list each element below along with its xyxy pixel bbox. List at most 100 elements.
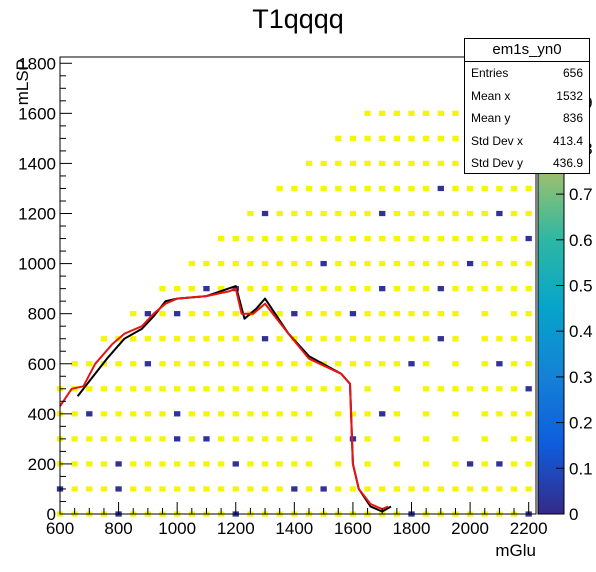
heatmap-cell-low xyxy=(379,210,386,217)
heatmap-cell-high xyxy=(261,436,269,442)
heatmap-cell-high xyxy=(510,361,518,367)
heatmap-cell-high xyxy=(422,486,430,492)
heatmap-cell-high xyxy=(291,260,298,267)
heatmap-cell-high xyxy=(496,286,503,292)
heatmap-cell-high xyxy=(291,185,298,192)
heatmap-cell-high xyxy=(422,260,430,267)
heatmap-cell-high xyxy=(276,311,283,317)
heatmap-cell-high xyxy=(510,411,518,417)
heatmap-cell-high xyxy=(525,436,532,442)
heatmap-cell-low xyxy=(437,286,444,292)
stats-label: Mean x xyxy=(471,88,511,103)
heatmap-cell-high xyxy=(393,486,401,492)
z-tick-label: 0.2 xyxy=(569,414,593,433)
heatmap-cell-low xyxy=(496,461,503,467)
heatmap-cell-high xyxy=(408,160,415,167)
heatmap-cell-high xyxy=(364,461,371,467)
stats-label: Mean y xyxy=(471,111,511,125)
heatmap-cell-high xyxy=(130,336,137,342)
heatmap-cell-high xyxy=(408,260,415,267)
heatmap-cell-high xyxy=(364,411,371,417)
heatmap-cell-high xyxy=(217,260,225,267)
heatmap-cell-high xyxy=(349,486,357,492)
heatmap-cell-high xyxy=(349,135,357,142)
heatmap-cell-low xyxy=(349,311,357,317)
heatmap-cell-high xyxy=(203,411,210,417)
heatmap-cell-high xyxy=(525,210,532,217)
heatmap-cell-high xyxy=(71,411,78,417)
heatmap-cell-high xyxy=(291,386,298,392)
heatmap-cell-high xyxy=(437,235,444,242)
heatmap-cell-high xyxy=(159,336,166,342)
heatmap-cell-low xyxy=(525,235,532,242)
heatmap-cell-high xyxy=(159,386,166,392)
heatmap-cell-high xyxy=(261,461,269,467)
z-tick-label: 0.7 xyxy=(569,185,593,204)
x-tick-label: 1000 xyxy=(158,519,196,538)
stats-value: 836 xyxy=(562,111,583,125)
heatmap-cell-high xyxy=(481,386,488,392)
z-tick-label: 0.6 xyxy=(569,231,593,250)
heatmap-cell-high xyxy=(466,386,474,392)
heatmap-cell-high xyxy=(320,286,327,292)
heatmap-cell-high xyxy=(247,411,254,417)
heatmap-cell-high xyxy=(305,361,313,367)
stats-label: Std Dev x xyxy=(471,133,524,148)
heatmap-cell-high xyxy=(437,311,444,317)
y-tick-label: 600 xyxy=(28,355,56,374)
heatmap-cell-low xyxy=(144,361,152,367)
heatmap-cell-low xyxy=(291,486,298,492)
heatmap-cell-high xyxy=(159,436,166,442)
heatmap-cell-high xyxy=(393,210,401,217)
heatmap-cell-high xyxy=(422,286,430,292)
heatmap-cell-high xyxy=(144,336,152,342)
heatmap-cell-high xyxy=(364,185,371,192)
y-tick-label: 1400 xyxy=(18,154,56,173)
heatmap-cell-high xyxy=(305,286,313,292)
heatmap-cell-high xyxy=(349,210,357,217)
heatmap-cell-high xyxy=(379,486,386,492)
heatmap-cell-high xyxy=(144,461,152,467)
heatmap-cell-high xyxy=(393,185,401,192)
heatmap-cell-high xyxy=(247,286,254,292)
heatmap-cell-high xyxy=(364,260,371,267)
heatmap-cell-high xyxy=(510,235,518,242)
heatmap-cell-high xyxy=(261,361,269,367)
heatmap-cell-high xyxy=(320,160,327,167)
heatmap-cell-high xyxy=(305,160,313,167)
heatmap-cell-high xyxy=(393,110,401,116)
heatmap-cell-high xyxy=(188,486,195,492)
heatmap-cell-high xyxy=(452,210,459,217)
heatmap-cell-high xyxy=(100,436,108,442)
heatmap-cell-high xyxy=(247,336,254,342)
heatmap-cell-high xyxy=(393,160,401,167)
heatmap-cell-low xyxy=(466,260,474,267)
heatmap-cell-high xyxy=(305,235,313,242)
heatmap-cell-high xyxy=(408,235,415,242)
heatmap-cell-high xyxy=(452,311,459,317)
heatmap-cell-high xyxy=(422,386,430,392)
heatmap-cell-high xyxy=(452,336,459,342)
heatmap-cell-high xyxy=(510,311,518,317)
y-tick-label: 1200 xyxy=(18,205,56,224)
x-tick-label: 1200 xyxy=(217,519,255,538)
heatmap-cell-high xyxy=(203,386,210,392)
y-tick-label: 1600 xyxy=(18,104,56,123)
heatmap-cell-high xyxy=(335,260,342,267)
y-tick-label: 0 xyxy=(47,505,56,524)
heatmap-cell-high xyxy=(335,486,342,492)
heatmap-cell-high xyxy=(335,461,342,467)
heatmap-cell-high xyxy=(159,461,166,467)
heatmap-cell-high xyxy=(335,210,342,217)
heatmap-cell-high xyxy=(393,411,401,417)
heatmap-cell-high xyxy=(525,411,532,417)
heatmap-cell-high xyxy=(452,461,459,467)
heatmap-cell-low xyxy=(496,361,503,367)
heatmap-cell-high xyxy=(71,461,78,467)
heatmap-cell-high xyxy=(276,386,283,392)
heatmap-cell-high xyxy=(510,260,518,267)
heatmap-cell-high xyxy=(261,486,269,492)
heatmap-cell-high xyxy=(159,311,166,317)
heatmap-cell-high xyxy=(481,286,488,292)
heatmap-cell-low xyxy=(320,260,327,267)
